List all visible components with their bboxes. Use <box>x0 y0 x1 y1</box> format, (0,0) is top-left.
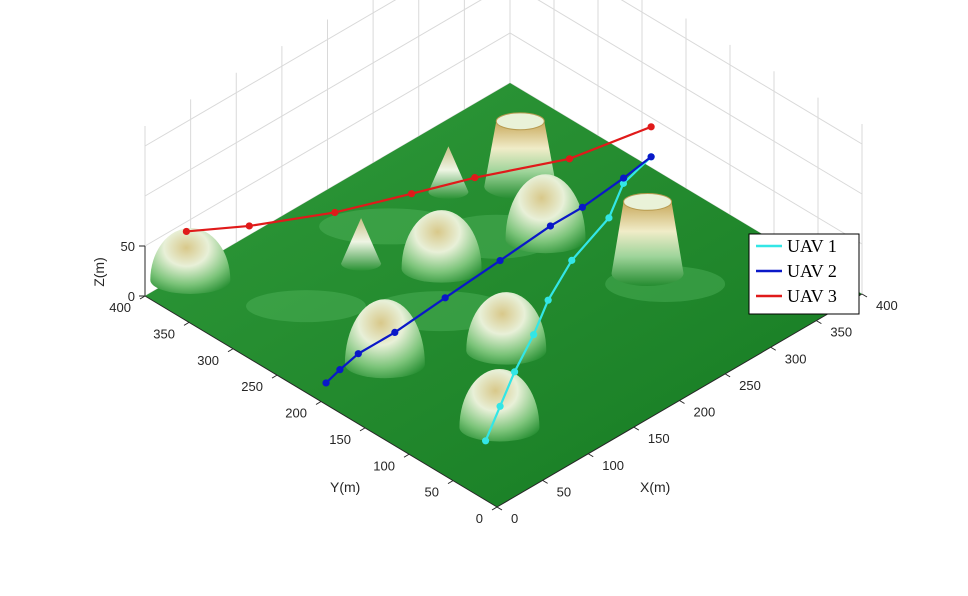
back-grid <box>144 0 863 297</box>
waypoint-uav-3 <box>647 123 655 131</box>
y-tick-label: 200 <box>285 406 307 421</box>
y-tick-label: 250 <box>241 379 263 394</box>
x-tick-mark <box>496 506 503 511</box>
x-tick-label: 100 <box>602 458 624 473</box>
cone-shape <box>341 218 382 271</box>
y-tick-label: 100 <box>373 458 395 473</box>
axes: 0501001502002503003504000501001502002503… <box>109 239 897 526</box>
z-tick-label: 50 <box>121 239 135 254</box>
y-tick-label: 0 <box>476 511 483 526</box>
y-tick-label: 150 <box>329 432 351 447</box>
x-tick-label: 200 <box>694 405 716 420</box>
cone-shape <box>428 146 469 199</box>
x-tick-mark <box>816 320 822 325</box>
legend-label-uav-3: UAV 3 <box>787 286 837 306</box>
dome-shape <box>466 292 547 365</box>
obstacle-cone <box>341 218 382 271</box>
x-tick-mark <box>770 346 777 351</box>
waypoint-uav-3 <box>245 222 253 230</box>
waypoint-uav-3 <box>407 190 416 198</box>
dome-shape <box>505 174 586 254</box>
waypoint-uav-2 <box>647 153 655 161</box>
truncated-cone-shape <box>611 201 684 286</box>
x-tick-label: 250 <box>739 378 761 393</box>
x-tick-mark <box>861 293 868 298</box>
obstacle-dome <box>150 227 231 294</box>
obstacle-dome <box>505 174 586 254</box>
dome-shape <box>150 227 231 294</box>
y-tick-mark <box>403 453 410 458</box>
waypoint-uav-2 <box>496 256 504 265</box>
legend-box <box>748 233 860 315</box>
truncated-cone-top <box>495 112 545 131</box>
waypoint-uav-1 <box>568 256 576 264</box>
y-tick-label: 300 <box>197 353 219 368</box>
x-tick-mark <box>724 373 731 378</box>
waypoint-uav-3 <box>565 155 574 163</box>
waypoint-uav-2 <box>336 366 344 374</box>
x-tick-mark <box>587 453 594 458</box>
waypoint-uav-1 <box>544 296 552 304</box>
waypoint-uav-1 <box>496 402 504 410</box>
waypoint-uav-2 <box>354 350 362 358</box>
waypoint-uav-1 <box>619 179 628 187</box>
y-axis-label: Y(m) <box>330 479 360 495</box>
obstacle-dome <box>401 210 482 283</box>
waypoint-uav-3 <box>182 227 190 236</box>
truncated-cone-top <box>623 193 673 211</box>
obstacles <box>150 112 684 442</box>
y-tick-mark <box>227 348 234 353</box>
x-tick-label: 350 <box>830 325 852 340</box>
y-tick-mark <box>315 401 322 405</box>
grid-line <box>144 32 863 247</box>
waypoint-uav-2 <box>546 222 555 230</box>
dome-shape <box>401 210 482 283</box>
obstacle-dome <box>466 292 547 365</box>
y-tick-mark <box>447 480 454 485</box>
x-tick-label: 300 <box>785 351 807 366</box>
y-tick-mark <box>271 374 278 379</box>
y-tick-label: 50 <box>425 485 439 500</box>
y-tick-mark <box>183 321 190 326</box>
waypoint-uav-1 <box>530 331 538 339</box>
waypoint-uav-2 <box>441 294 449 302</box>
waypoint-uav-2 <box>322 379 330 387</box>
waypoint-uav-2 <box>619 174 628 182</box>
waypoint-uav-2 <box>391 328 399 336</box>
legend-label-uav-2: UAV 2 <box>787 261 837 281</box>
waypoint-uav-3 <box>331 208 339 217</box>
waypoint-uav-1 <box>510 368 519 376</box>
y-tick-mark <box>359 427 366 432</box>
x-tick-label: 0 <box>511 511 518 526</box>
obstacle-cone <box>428 146 469 199</box>
waypoint-uav-1 <box>481 437 490 445</box>
grid-line <box>144 0 863 197</box>
z-axis-label: Z(m) <box>91 257 107 287</box>
waypoint-uav-3 <box>471 174 479 182</box>
waypoint-uav-2 <box>578 203 586 211</box>
x-tick-label: 50 <box>557 484 571 499</box>
y-tick-label: 400 <box>109 300 131 315</box>
waypoint-uav-1 <box>605 214 613 222</box>
terrain-highlight <box>246 290 366 323</box>
grid-line <box>144 0 863 147</box>
x-tick-mark <box>679 400 685 404</box>
x-tick-label: 400 <box>876 298 898 313</box>
y-tick-label: 350 <box>153 326 175 341</box>
trajectory-uav-2 <box>325 155 652 384</box>
x-tick-mark <box>542 479 548 484</box>
legend: UAV 1 UAV 2 UAV 3 <box>748 233 860 315</box>
x-tick-mark <box>633 426 640 431</box>
x-tick-label: 150 <box>648 431 670 446</box>
y-tick-mark <box>491 506 498 511</box>
z-tick-label: 0 <box>128 289 135 304</box>
x-axis-label: X(m) <box>640 479 670 495</box>
legend-label-uav-1: UAV 1 <box>787 236 837 256</box>
obstacle-truncated-cone <box>611 193 684 286</box>
trajectories <box>182 123 655 445</box>
